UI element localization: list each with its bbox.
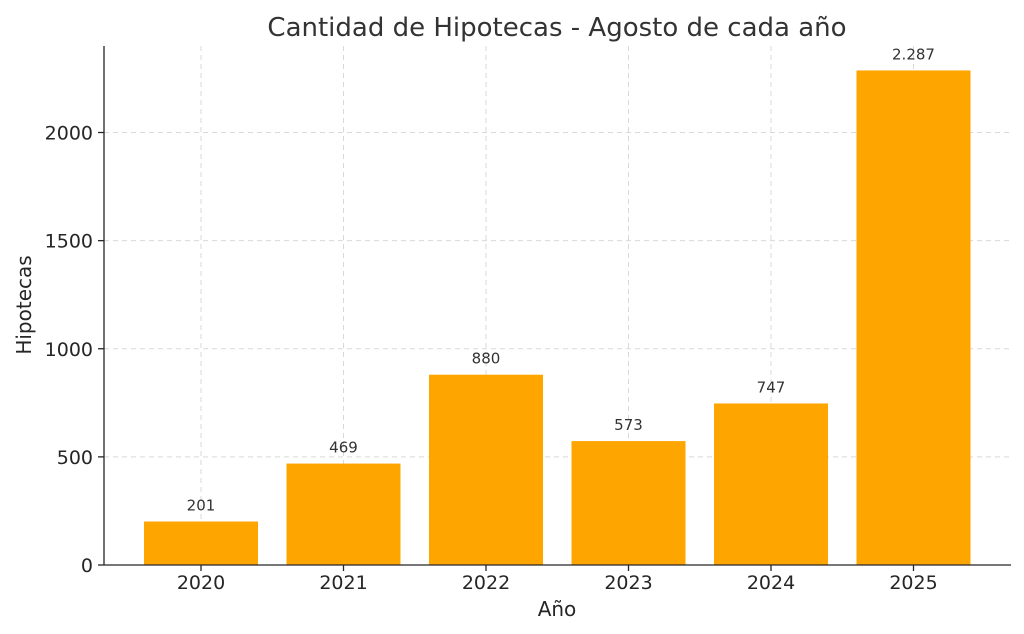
bar-2025 [856,70,971,565]
data-label-2025: 2.287 [892,45,935,63]
data-label-2024: 747 [757,378,786,396]
bar-2020 [144,521,258,565]
data-label-2020: 201 [187,497,216,515]
data-label-2023: 573 [614,416,643,434]
data-labels: 201 469 880 573 747 2.287 [187,45,935,514]
axes [98,46,1011,571]
y-tick-label: 1500 [45,231,93,253]
x-tick-label: 2020 [177,572,225,594]
x-axis-label: Año [538,597,577,621]
chart-title: Cantidad de Hipotecas - Agosto de cada a… [267,13,846,43]
x-tick-label: 2023 [604,572,652,594]
x-tick-label: 2022 [462,572,510,594]
bar-2021 [286,463,401,565]
y-tick-label: 2000 [45,123,93,145]
y-tick-label: 1000 [45,339,93,361]
data-label-2021: 469 [329,439,358,457]
bars [144,70,971,565]
y-tick-label: 0 [81,555,93,577]
bar-2023 [571,441,686,565]
bar-2024 [714,403,828,565]
data-label-2022: 880 [472,350,501,368]
tick-labels: 0 500 1000 1500 2000 2020 2021 2022 2023 2024 2025 [45,123,938,595]
x-tick-label: 2024 [747,572,795,594]
bar-2022 [429,374,543,565]
x-tick-label: 2025 [889,572,937,594]
x-tick-label: 2021 [319,572,367,594]
y-tick-label: 500 [57,447,93,469]
y-axis-label: Hipotecas [12,255,36,354]
